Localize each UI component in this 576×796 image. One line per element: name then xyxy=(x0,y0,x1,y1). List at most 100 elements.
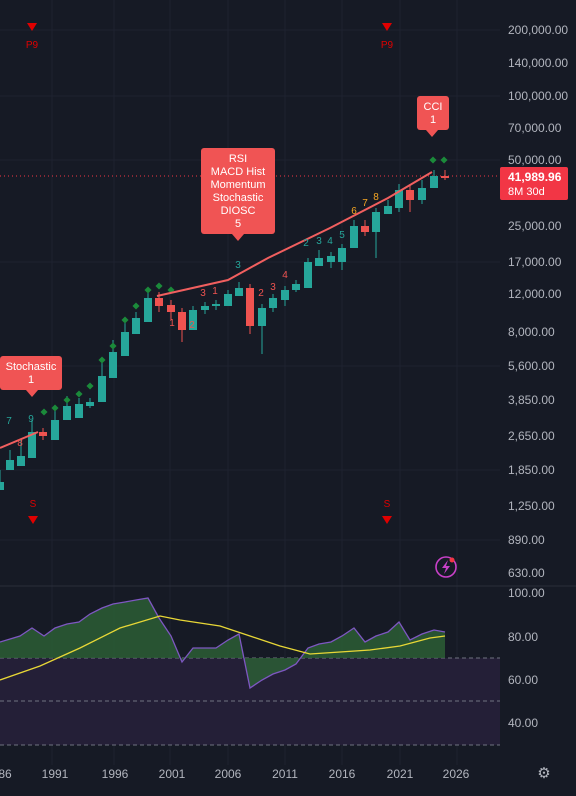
callout-bg xyxy=(417,96,449,130)
indicator-axis-label: 80.00 xyxy=(508,630,538,644)
dot-marker xyxy=(155,282,163,290)
indicator-axis-label: 60.00 xyxy=(508,673,538,687)
callout-text: 5 xyxy=(235,218,241,230)
indicator-axis-label: 40.00 xyxy=(508,716,538,730)
candle-body xyxy=(28,432,36,458)
candle-body xyxy=(315,258,323,266)
candle-body xyxy=(269,298,277,308)
count-label: 8 xyxy=(373,192,379,203)
indicator-pane xyxy=(0,597,500,746)
candle-body xyxy=(212,304,220,306)
settings-gear-icon[interactable]: ⚙ xyxy=(537,765,551,782)
candle-body xyxy=(51,420,59,440)
count-label: 9 xyxy=(28,414,34,425)
trend-lines xyxy=(0,171,433,449)
marker-label: P9 xyxy=(26,40,39,51)
dot-marker xyxy=(40,408,48,416)
candle-body xyxy=(258,308,266,326)
candle-body xyxy=(144,298,152,322)
count-label: 5 xyxy=(339,230,345,241)
count-label: 7 xyxy=(362,198,368,209)
price-label-bg xyxy=(500,167,568,200)
dot-marker xyxy=(63,396,71,404)
dot-marker xyxy=(144,286,152,294)
candle-body xyxy=(418,188,426,200)
candle-body xyxy=(109,352,117,378)
dot-marker xyxy=(98,356,106,364)
callout-text: CCI xyxy=(424,101,443,113)
dot-marker xyxy=(109,342,117,350)
ma-line xyxy=(0,615,446,681)
time-axis-label: 2016 xyxy=(329,767,356,781)
marker-label: S xyxy=(384,499,391,510)
marker-triangle xyxy=(382,23,392,31)
dot-marker xyxy=(51,404,59,412)
callout-bg xyxy=(0,356,62,390)
dot-marker xyxy=(429,156,437,164)
dot-marker xyxy=(132,302,140,310)
time-axis-label: 86 xyxy=(0,767,12,781)
callout-text: DIOSC xyxy=(221,205,256,217)
marker-label: P9 xyxy=(381,40,394,51)
candle-body xyxy=(98,376,106,402)
price-axis-label: 1,250.00 xyxy=(508,499,555,513)
candle-body xyxy=(63,406,71,420)
candle-body xyxy=(430,176,438,188)
candle-body xyxy=(372,212,380,232)
callout-text: 1 xyxy=(28,374,34,386)
price-axis-label: 200,000.00 xyxy=(508,23,568,37)
price-axis-label: 1,850.00 xyxy=(508,463,555,477)
count-label: 6 xyxy=(351,206,357,217)
candle-body xyxy=(0,482,4,490)
price-axis-label: 2,650.00 xyxy=(508,429,555,443)
candle-body xyxy=(292,284,300,290)
candle-body xyxy=(201,306,209,310)
callout-pointer xyxy=(26,390,38,397)
price-axis-label: 70,000.00 xyxy=(508,121,562,135)
candle-body xyxy=(246,288,254,326)
candle-body xyxy=(75,404,83,418)
time-axis-label: 2021 xyxy=(387,767,414,781)
marker-label: S xyxy=(30,499,37,510)
count-label: 7 xyxy=(6,416,12,427)
bar-countdown: 8M 30d xyxy=(508,186,545,198)
count-label: 3 xyxy=(235,260,241,271)
price-label: 41,989.96 8M 30d xyxy=(500,167,568,200)
count-label: 8 xyxy=(17,438,23,449)
time-axis[interactable]: 86 1991 1996 2001 2006 2011 2016 2021 2026 xyxy=(0,767,470,781)
indicator-axis[interactable]: 100.00 80.00 60.00 40.00 xyxy=(508,586,545,730)
candle-body xyxy=(132,318,140,334)
price-axis[interactable]: 200,000.00 140,000.00 100,000.00 70,000.00 5… xyxy=(508,23,568,580)
current-price-value: 41,989.96 xyxy=(508,170,562,184)
candle-body xyxy=(17,456,25,466)
lightning-icon[interactable] xyxy=(435,556,457,578)
time-axis-label: 2026 xyxy=(443,767,470,781)
count-label: 2 xyxy=(258,288,264,299)
count-label: 2 xyxy=(303,238,309,249)
candle-body xyxy=(39,432,47,436)
candle-body xyxy=(86,402,94,406)
marker-triangle xyxy=(382,516,392,524)
trend-line-main xyxy=(156,171,433,297)
candlesticks xyxy=(0,170,449,490)
candle-body xyxy=(304,262,312,288)
dot-marker xyxy=(75,390,83,398)
count-label: 3 xyxy=(316,236,322,247)
count-label: 1 xyxy=(212,286,218,297)
candle-body xyxy=(406,190,414,200)
candle-body xyxy=(281,290,289,300)
time-axis-label: 2006 xyxy=(215,767,242,781)
indicator-axis-label: 100.00 xyxy=(508,586,545,600)
candle-body xyxy=(338,248,346,262)
price-axis-label: 50,000.00 xyxy=(508,153,562,167)
count-label: 4 xyxy=(282,270,288,281)
candle-body xyxy=(189,310,197,330)
signal-markers: P9 P9 S S xyxy=(26,23,394,524)
callout-text: RSI xyxy=(229,153,247,165)
candle-body xyxy=(167,305,175,312)
callout-text: Stochastic xyxy=(6,361,57,373)
